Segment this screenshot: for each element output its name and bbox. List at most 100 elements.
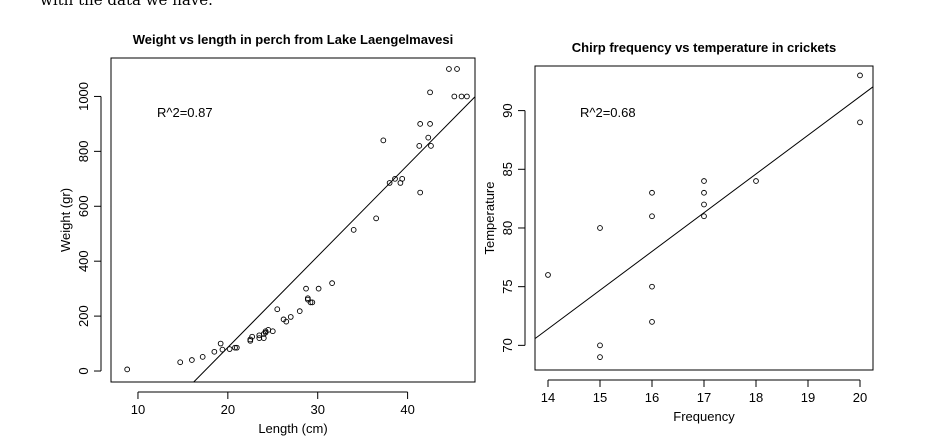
- y-tick-label: 400: [76, 250, 91, 272]
- data-point: [211, 348, 218, 355]
- y-tick-label: 85: [500, 162, 515, 176]
- data-point: [701, 189, 707, 196]
- data-point: [417, 121, 424, 127]
- data-point: [274, 306, 281, 313]
- data-point: [226, 346, 233, 352]
- data-point: [380, 137, 387, 144]
- y-tick-label: 200: [76, 305, 91, 327]
- x-tick-label: 18: [749, 390, 763, 405]
- y-axis-label: Weight (gr): [58, 188, 73, 252]
- y-tick-label: 70: [500, 338, 515, 352]
- data-point: [296, 308, 303, 315]
- data-point: [701, 213, 707, 220]
- data-point: [446, 66, 452, 72]
- data-point: [701, 201, 707, 208]
- regression-line: [534, 86, 874, 340]
- data-point: [232, 344, 238, 351]
- y-tick-label: 90: [500, 103, 515, 117]
- y-tick-label: 600: [76, 195, 91, 217]
- data-point: [392, 175, 398, 182]
- data-point: [857, 119, 863, 126]
- data-points: [124, 66, 470, 373]
- data-point: [233, 344, 240, 351]
- data-point: [350, 227, 357, 233]
- x-axis-label: Length (cm): [258, 421, 327, 436]
- x-axis-label: Frequency: [673, 409, 735, 424]
- data-point: [189, 357, 195, 363]
- data-point: [425, 134, 432, 141]
- data-point: [399, 175, 406, 182]
- data-point: [597, 342, 603, 349]
- data-points: [545, 72, 863, 360]
- data-point: [597, 354, 603, 360]
- data-point: [303, 285, 309, 292]
- y-axis: 70 75 80 85 90: [500, 103, 526, 353]
- data-point: [428, 143, 434, 149]
- x-axis: 14 15 16 17 18 19 20: [541, 379, 867, 405]
- y-tick-label: 1000: [76, 82, 91, 111]
- x-tick-label: 30: [310, 402, 324, 417]
- y-axis-label: Temperature: [482, 182, 497, 255]
- data-point: [597, 225, 603, 231]
- x-tick-label: 19: [801, 390, 815, 405]
- data-point: [307, 299, 314, 306]
- y-tick-label: 0: [76, 367, 91, 374]
- r-squared-annotation: R^2=0.87: [157, 105, 213, 120]
- data-point: [124, 366, 131, 373]
- data-point: [199, 354, 206, 360]
- plot-frame: [110, 57, 476, 383]
- data-point: [649, 283, 655, 290]
- chart-title: Chirp frequency vs temperature in cricke…: [572, 40, 836, 55]
- data-point: [753, 178, 759, 184]
- data-point: [287, 314, 294, 320]
- data-point: [386, 180, 393, 186]
- data-point: [315, 285, 322, 292]
- data-point: [416, 143, 423, 149]
- x-tick-label: 10: [131, 402, 145, 417]
- r-squared-annotation: R^2=0.68: [580, 105, 636, 120]
- plot-frame: [534, 65, 874, 371]
- data-point: [451, 93, 458, 100]
- data-point: [427, 121, 433, 127]
- data-point: [454, 66, 460, 72]
- data-point: [249, 333, 255, 340]
- data-point: [701, 178, 707, 184]
- data-point: [649, 189, 655, 196]
- data-point: [427, 89, 433, 96]
- x-tick-label: 15: [593, 390, 607, 405]
- x-tick-label: 16: [645, 390, 659, 405]
- x-tick-label: 20: [221, 402, 235, 417]
- data-point: [649, 213, 655, 220]
- x-tick-label: 17: [697, 390, 711, 405]
- data-point: [262, 329, 269, 336]
- data-point: [458, 93, 465, 100]
- data-point: [373, 215, 379, 222]
- page-text: with the data we have.: [40, 0, 213, 9]
- x-tick-label: 14: [541, 390, 555, 405]
- x-tick-label: 20: [853, 390, 867, 405]
- data-point: [464, 93, 470, 100]
- regression-line: [193, 96, 476, 383]
- data-point: [857, 72, 863, 79]
- chart-crickets: Chirp frequency vs temperature in cricke…: [482, 40, 874, 424]
- chart-perch: Weight vs length in perch from Lake Laen…: [58, 32, 476, 436]
- data-point: [329, 280, 335, 287]
- data-point: [269, 328, 276, 335]
- data-point: [304, 295, 311, 302]
- data-point: [545, 272, 551, 278]
- y-tick-label: 800: [76, 141, 91, 163]
- y-tick-label: 75: [500, 279, 515, 293]
- data-point: [256, 335, 263, 341]
- y-axis: 0 200 400 600 800 1000: [76, 82, 102, 375]
- data-point: [417, 189, 424, 196]
- data-point: [649, 319, 655, 325]
- data-point: [309, 299, 316, 306]
- data-point: [283, 318, 290, 325]
- x-axis: 10 20 30 40: [131, 391, 415, 417]
- data-point: [177, 359, 184, 366]
- x-tick-label: 40: [400, 402, 414, 417]
- data-point: [219, 346, 226, 353]
- y-tick-label: 80: [500, 221, 515, 235]
- chart-title: Weight vs length in perch from Lake Laen…: [133, 32, 454, 47]
